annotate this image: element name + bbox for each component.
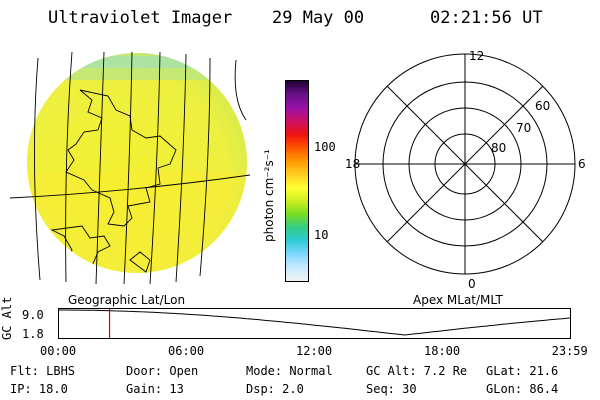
date-label: 29 May 00 [272,8,365,28]
info-mode: Mode: Normal [246,364,333,378]
apex-mlat-mlt-label: Apex MLat/MLT [413,293,503,307]
info-glat: GLat: 21.6 [486,364,559,378]
info-glon: GLon: 86.4 [486,382,559,396]
mlt-label-0: 0 [468,277,476,290]
coastline [129,251,151,273]
mlt-line-diagonal [386,85,544,243]
info-flt: Flt: LBHS [10,364,76,378]
mlt-label-6: 6 [578,157,586,171]
coastline [50,225,111,271]
info-dsp: Dsp: 2.0 [246,382,304,396]
x-tick-label: 06:00 [168,344,205,358]
polar-mlt-grid: 12 18 6 0 60 70 80 [345,49,586,290]
coastline [65,89,177,227]
altitude-tick-top: 9.0 [22,308,44,322]
lat-label-60: 60 [535,99,550,113]
colorbar-tick-100: 100 [314,140,336,154]
uv-disk [27,53,247,273]
x-tick-label: 23:59 [551,344,588,358]
x-tick-label: 12:00 [296,344,333,358]
x-tick-label: 18:00 [424,344,461,358]
instrument-title: Ultraviolet Imager [48,8,233,28]
altitude-plot-frame [58,308,571,339]
altitude-curve [59,309,572,336]
meridian-grid [9,51,251,285]
mlt-label-12: 12 [469,49,484,63]
mlt-label-18: 18 [345,157,360,171]
x-tick-label: 00:00 [40,344,77,358]
colorbar-tick-10: 10 [314,228,329,242]
geographic-uv-image [9,51,251,285]
lat-label-70: 70 [516,121,531,135]
colorbar [285,80,309,282]
colorbar-unit-label: photon cm⁻²s⁻¹ [262,149,276,242]
altitude-axis-label: GC Alt [0,296,14,340]
geographic-lat-lon-label: Geographic Lat/Lon [68,293,186,307]
info-seq: Seq: 30 [366,382,417,396]
time-label: 02:21:56 UT [430,8,543,28]
altitude-plot [58,308,572,339]
altitude-tick-bottom: 1.8 [22,327,44,341]
info-gain: Gain: 13 [126,382,184,396]
info-door: Door: Open [126,364,199,378]
info-ip: IP: 18.0 [10,382,68,396]
lat-label-80: 80 [491,141,506,155]
info-gc-alt: GC Alt: 7.2 Re [366,364,468,378]
